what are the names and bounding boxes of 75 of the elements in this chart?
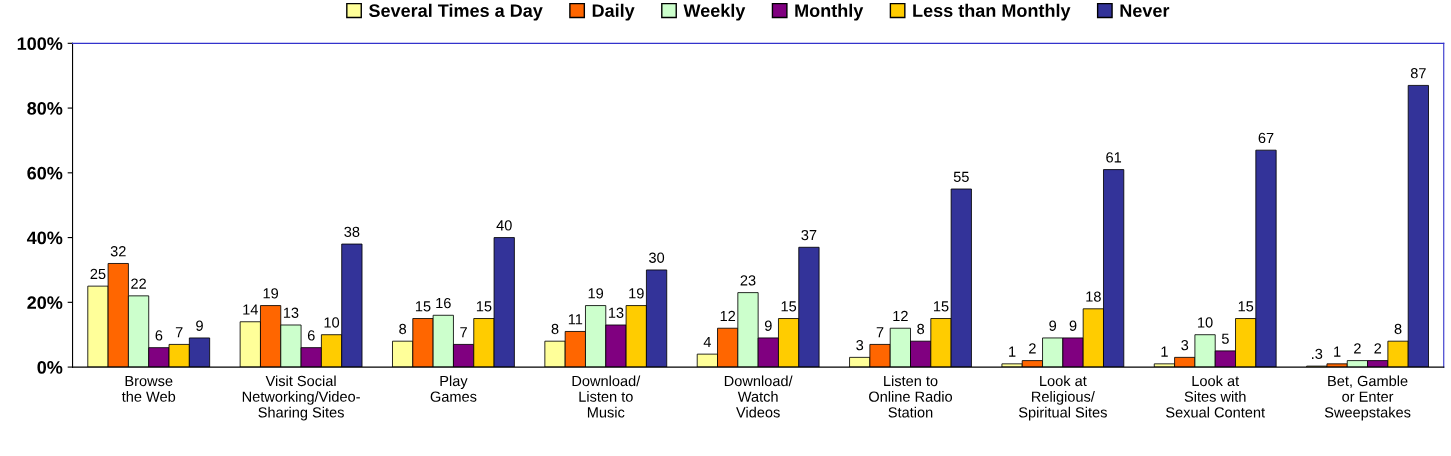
data-label: 32	[110, 246, 126, 257]
data-label: 7	[876, 327, 884, 338]
data-label: 14	[243, 304, 258, 315]
data-label: 9	[1049, 320, 1057, 331]
data-label: 8	[551, 323, 559, 335]
legend-label: Never	[1120, 4, 1170, 18]
data-label: 40	[496, 220, 512, 231]
data-label: 10	[324, 317, 340, 328]
data-label: 1	[1334, 346, 1341, 357]
data-label: 22	[131, 278, 146, 289]
x-tick-label: Look at Religious/ Spiritual Sites	[1018, 375, 1107, 421]
x-tick-label: Visit Social Networking/Video- Sharing Sites	[242, 375, 360, 421]
data-label: 11	[568, 314, 583, 325]
data-label: 15	[781, 301, 797, 312]
data-label: 3	[1181, 339, 1189, 351]
data-label: 25	[90, 268, 106, 280]
data-label: 10	[1198, 317, 1213, 328]
data-label: 2	[1354, 343, 1361, 354]
data-label: 4	[703, 336, 711, 347]
data-label: 13	[283, 307, 299, 318]
data-label: 2	[1374, 343, 1382, 354]
data-label: 67	[1258, 132, 1274, 144]
data-label: 7	[175, 327, 183, 338]
data-label: 19	[263, 288, 279, 299]
data-label: 15	[415, 301, 431, 312]
data-label: 2	[1029, 343, 1036, 354]
data-label: 9	[1069, 320, 1077, 331]
y-tick-label: 0%	[37, 361, 63, 374]
legend-label: Several Times a Day	[369, 3, 543, 21]
x-tick-label: Browse the Web	[121, 375, 176, 402]
data-label: 5	[1221, 333, 1229, 344]
data-label: 6	[307, 330, 315, 341]
legend-label: Weekly	[683, 3, 746, 21]
data-label: 38	[344, 226, 360, 237]
data-label: 18	[1086, 291, 1101, 302]
y-tick-label: 80%	[27, 102, 63, 115]
data-label: .3	[1312, 348, 1323, 360]
data-label: 9	[764, 320, 772, 331]
data-label: 30	[649, 252, 665, 263]
data-label: 6	[155, 330, 163, 341]
data-label: 9	[196, 320, 203, 331]
data-label: 12	[893, 310, 908, 322]
data-label: 15	[933, 301, 949, 312]
data-label: 61	[1106, 152, 1122, 163]
data-label: 8	[399, 323, 407, 335]
data-label: 37	[801, 229, 817, 241]
y-tick-label: 20%	[27, 296, 63, 310]
legend-label: Monthly	[795, 3, 864, 21]
data-label: 1	[1161, 346, 1168, 357]
y-tick-label: 60%	[27, 166, 63, 180]
legend-label: Daily	[592, 3, 635, 21]
x-tick-label: Download/ Watch Videos	[724, 375, 793, 418]
data-label: 15	[1238, 301, 1254, 312]
data-label: 8	[917, 323, 925, 335]
data-label: 23	[740, 275, 756, 286]
data-label: 12	[720, 310, 736, 322]
x-tick-label: Play Games	[430, 375, 477, 402]
data-label: 55	[953, 171, 969, 182]
data-label: 7	[460, 327, 467, 338]
data-label: 19	[629, 288, 644, 299]
data-label: 87	[1410, 68, 1426, 79]
data-label: 13	[608, 307, 624, 318]
data-label: 15	[476, 301, 492, 312]
x-tick-label: Listen to Online Radio Station	[869, 375, 953, 418]
data-label: 1	[1009, 346, 1016, 357]
data-label: 16	[436, 297, 451, 309]
data-label: 8	[1394, 323, 1402, 335]
data-label: 19	[588, 288, 604, 299]
data-label: 3	[856, 339, 864, 351]
y-tick-label: 40%	[26, 231, 63, 245]
legend-label: Less than Monthly	[913, 3, 1071, 21]
x-tick-label: Bet, Gamble or Enter Sweepstakes	[1324, 375, 1411, 421]
x-tick-label: Download/ Listen to Music	[572, 375, 641, 418]
x-tick-label: Look at Sites with Sexual Content	[1166, 375, 1265, 418]
y-tick-label: 100%	[17, 37, 63, 51]
